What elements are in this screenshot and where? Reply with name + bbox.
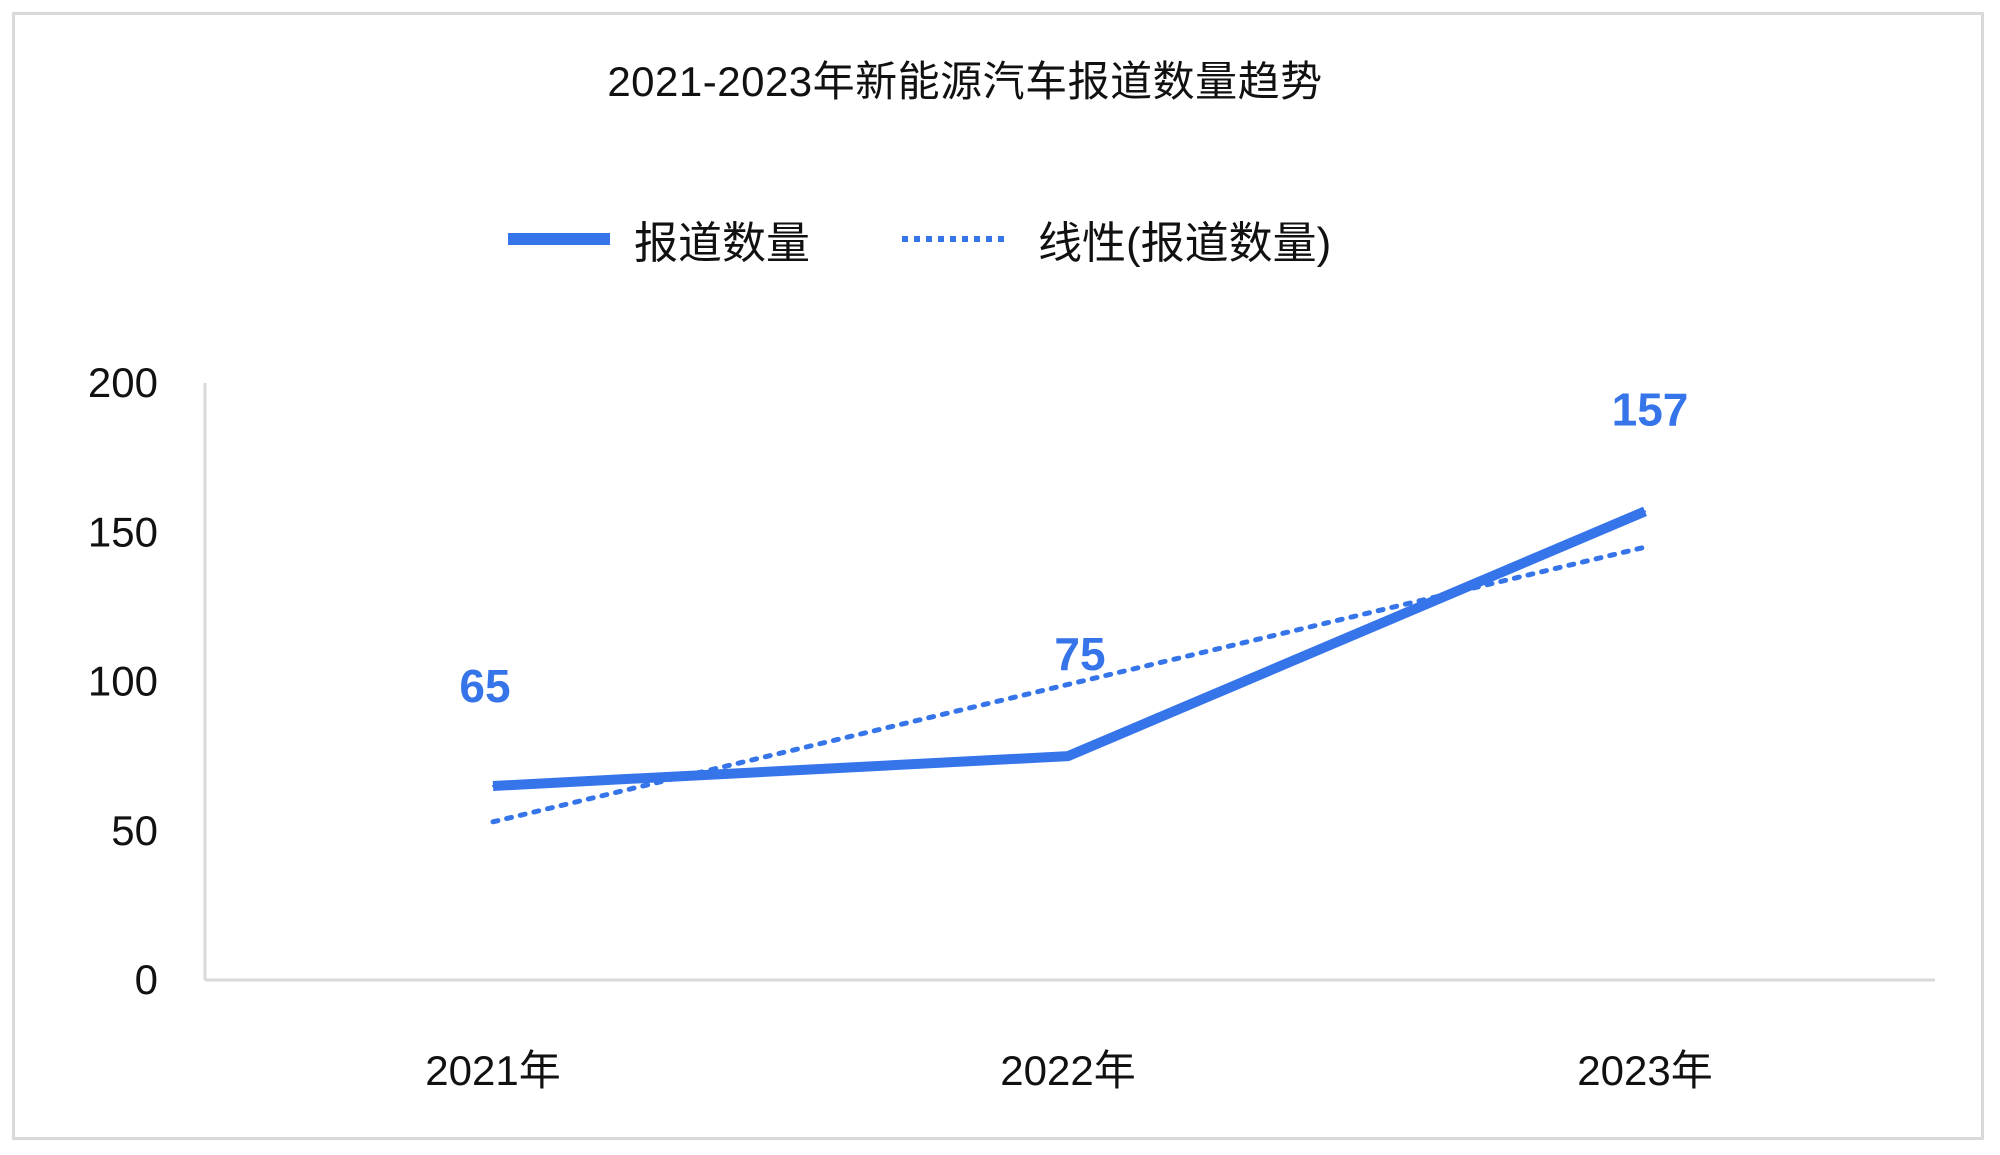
legend-dotted-line-swatch [902,236,1004,242]
legend: 报道数量 线性(报道数量) [0,214,2000,268]
legend-item-series-1[interactable]: 报道数量 [508,214,810,268]
chart-frame [12,12,1984,1140]
data-point [1067,755,1069,758]
y-tick-label: 0 [135,956,158,1003]
legend-solid-line-swatch [508,233,610,245]
data-label: 157 [1612,383,1689,435]
data-point [492,784,494,787]
legend-item-trendline[interactable]: 线性(报道数量) [902,214,1331,268]
x-tick-label: 2021年 [425,1047,560,1094]
y-tick-label: 150 [88,508,158,555]
chart-title: 2021-2023年新能源汽车报道数量趋势 [607,58,1323,105]
legend-label-trendline: 线性(报道数量) [1038,219,1332,268]
series-line-linear-trend [490,544,1648,825]
x-tick-label: 2022年 [1000,1047,1135,1094]
legend-label-series-1: 报道数量 [634,219,810,268]
data-label: 65 [459,660,510,712]
y-tick-label: 100 [88,658,158,705]
y-tick-label: 200 [88,359,158,406]
data-label: 75 [1054,628,1105,680]
x-tick-label: 2023年 [1577,1047,1712,1094]
data-point [1644,510,1646,513]
y-tick-label: 50 [111,807,158,854]
